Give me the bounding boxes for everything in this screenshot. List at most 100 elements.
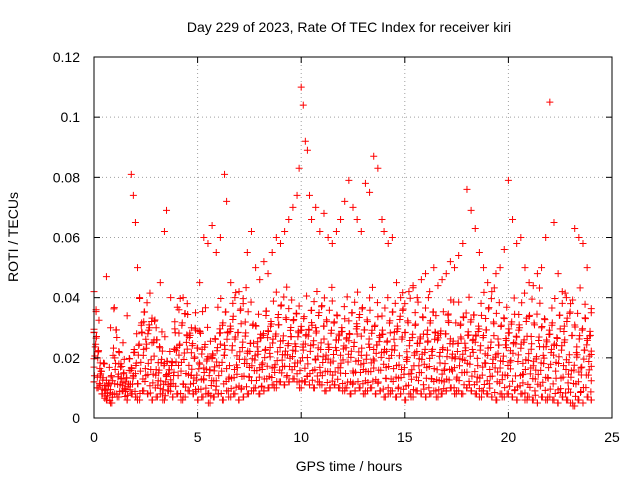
data-point: [524, 380, 532, 388]
data-point: [477, 299, 485, 307]
data-point: [483, 390, 491, 398]
data-point: [204, 399, 212, 407]
data-point: [487, 295, 495, 303]
data-point: [109, 351, 117, 359]
data-point: [305, 191, 313, 199]
data-point: [244, 308, 252, 316]
data-point: [250, 384, 258, 392]
data-point: [364, 318, 372, 326]
data-point: [118, 363, 126, 371]
data-point: [205, 389, 213, 397]
data-point: [387, 387, 395, 395]
data-point: [221, 351, 229, 359]
data-point: [304, 360, 312, 368]
data-point: [413, 294, 421, 302]
data-point: [381, 304, 389, 312]
data-point: [351, 298, 359, 306]
data-point: [230, 374, 238, 382]
x-tick-label: 10: [293, 429, 309, 445]
data-point: [176, 294, 184, 302]
data-point: [363, 351, 371, 359]
data-point: [346, 390, 354, 398]
x-tick-label: 5: [194, 429, 202, 445]
data-point: [216, 340, 224, 348]
data-point: [325, 343, 333, 351]
data-point: [439, 344, 447, 352]
data-point: [285, 215, 293, 223]
data-point: [439, 308, 447, 316]
data-point: [538, 264, 546, 272]
data-point: [321, 387, 329, 395]
data-point: [519, 370, 527, 378]
data-point: [179, 393, 187, 401]
data-point: [533, 399, 541, 407]
data-point: [542, 343, 550, 351]
data-point: [275, 378, 283, 386]
data-point: [521, 289, 529, 297]
data-point: [520, 336, 528, 344]
data-point: [107, 372, 115, 380]
data-point: [535, 284, 543, 292]
data-point: [465, 293, 473, 301]
data-point: [180, 355, 188, 363]
data-point: [226, 362, 234, 370]
data-point: [191, 353, 199, 361]
data-point: [457, 335, 465, 343]
data-point: [497, 321, 505, 329]
data-point: [144, 330, 152, 338]
data-point: [379, 330, 387, 338]
data-point: [459, 350, 467, 358]
data-point: [481, 359, 489, 367]
data-point: [218, 358, 226, 366]
data-point: [293, 370, 301, 378]
data-point: [415, 362, 423, 370]
data-point: [295, 164, 303, 172]
data-point: [241, 318, 249, 326]
data-point: [474, 362, 482, 370]
data-point: [142, 335, 150, 343]
data-point: [407, 393, 415, 401]
data-point: [488, 393, 496, 401]
data-point: [320, 209, 328, 217]
data-point: [331, 381, 339, 389]
data-point: [323, 318, 331, 326]
data-point: [188, 365, 196, 373]
data-point: [288, 353, 296, 361]
data-point: [534, 370, 542, 378]
data-point: [477, 393, 485, 401]
data-point: [562, 389, 570, 397]
data-point: [465, 331, 473, 339]
data-point: [499, 352, 507, 360]
data-point: [296, 357, 304, 365]
data-point: [310, 298, 318, 306]
data-point: [397, 374, 405, 382]
data-point: [448, 367, 456, 375]
data-point: [587, 388, 595, 396]
data-point: [303, 146, 311, 154]
data-point: [240, 393, 248, 401]
data-point: [459, 240, 467, 248]
data-point: [471, 338, 479, 346]
data-point: [370, 357, 378, 365]
data-point: [531, 375, 539, 383]
data-point: [136, 294, 144, 302]
data-point: [150, 352, 158, 360]
data-point: [366, 384, 374, 392]
data-point: [267, 320, 275, 328]
data-point: [204, 353, 212, 361]
data-point: [573, 351, 581, 359]
data-point: [518, 390, 526, 398]
data-point: [187, 380, 195, 388]
data-point: [555, 359, 563, 367]
data-point: [229, 312, 237, 320]
data-point: [255, 390, 263, 398]
data-point: [344, 358, 352, 366]
data-point: [353, 330, 361, 338]
data-point: [113, 393, 121, 401]
data-point: [551, 389, 559, 397]
data-point: [233, 370, 241, 378]
data-point: [246, 348, 254, 356]
data-point: [332, 227, 340, 235]
data-point: [334, 375, 342, 383]
